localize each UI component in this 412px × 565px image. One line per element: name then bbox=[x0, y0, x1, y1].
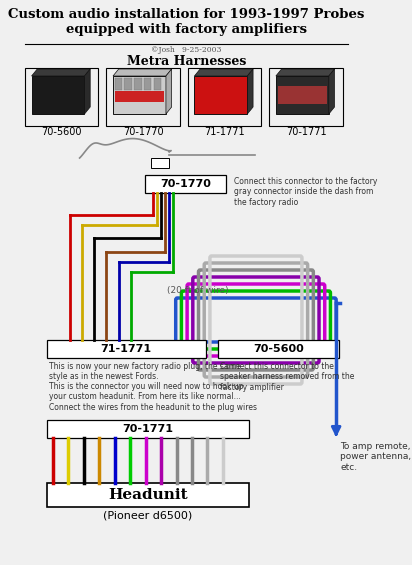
FancyBboxPatch shape bbox=[113, 76, 166, 114]
Bar bbox=[278, 86, 327, 104]
FancyBboxPatch shape bbox=[194, 76, 247, 114]
Polygon shape bbox=[276, 69, 335, 76]
Bar bbox=[115, 78, 122, 90]
Bar bbox=[134, 78, 141, 90]
Bar bbox=[218, 340, 339, 358]
Text: 70-5600: 70-5600 bbox=[42, 127, 82, 137]
Text: 70-1770: 70-1770 bbox=[123, 127, 164, 137]
FancyBboxPatch shape bbox=[106, 68, 180, 126]
FancyBboxPatch shape bbox=[276, 76, 329, 114]
FancyBboxPatch shape bbox=[188, 68, 261, 126]
Bar bbox=[151, 158, 169, 168]
Text: To amp remote,
power antenna,
etc.: To amp remote, power antenna, etc. bbox=[340, 442, 411, 472]
Text: equipped with factory amplifiers: equipped with factory amplifiers bbox=[66, 23, 307, 36]
Polygon shape bbox=[329, 69, 335, 114]
Text: 70-1771: 70-1771 bbox=[122, 424, 173, 434]
Bar bbox=[124, 78, 132, 90]
Bar bbox=[47, 483, 249, 507]
Text: 71-1771: 71-1771 bbox=[101, 344, 152, 354]
Text: 70-1770: 70-1770 bbox=[160, 179, 211, 189]
Text: Headunit: Headunit bbox=[108, 488, 188, 502]
Text: This is now your new factory radio plug, the same
style as in the newest Fords.: This is now your new factory radio plug,… bbox=[49, 362, 241, 381]
Text: 70-1771: 70-1771 bbox=[286, 127, 326, 137]
Bar bbox=[47, 340, 206, 358]
Polygon shape bbox=[194, 69, 253, 76]
Bar bbox=[154, 78, 161, 90]
Bar bbox=[47, 420, 249, 438]
Text: (20 ft of wire): (20 ft of wire) bbox=[167, 285, 229, 294]
Text: ©Josh   9-25-2003: ©Josh 9-25-2003 bbox=[151, 46, 222, 54]
Polygon shape bbox=[166, 69, 172, 114]
Bar bbox=[115, 91, 164, 102]
Bar bbox=[144, 78, 151, 90]
Text: Custom audio installation for 1993-1997 Probes: Custom audio installation for 1993-1997 … bbox=[8, 8, 365, 21]
Text: Metra Harnesses: Metra Harnesses bbox=[126, 55, 246, 68]
Text: 71-1771: 71-1771 bbox=[204, 127, 245, 137]
Text: Connect this connector to the
speaker harness removed from the
factory amplifier: Connect this connector to the speaker ha… bbox=[220, 362, 355, 392]
Polygon shape bbox=[32, 69, 90, 76]
Text: This is the connector you will need now to hook up
your custom headunit. From he: This is the connector you will need now … bbox=[49, 382, 258, 412]
Polygon shape bbox=[113, 69, 172, 76]
FancyBboxPatch shape bbox=[32, 76, 84, 114]
FancyBboxPatch shape bbox=[269, 68, 343, 126]
Polygon shape bbox=[247, 69, 253, 114]
Text: (Pioneer d6500): (Pioneer d6500) bbox=[103, 511, 193, 521]
FancyBboxPatch shape bbox=[25, 68, 98, 126]
Text: 70-5600: 70-5600 bbox=[253, 344, 304, 354]
Bar bbox=[145, 175, 226, 193]
Text: Connect this connector to the factory
gray connector inside the dash from
the fa: Connect this connector to the factory gr… bbox=[234, 177, 378, 207]
Polygon shape bbox=[84, 69, 90, 114]
